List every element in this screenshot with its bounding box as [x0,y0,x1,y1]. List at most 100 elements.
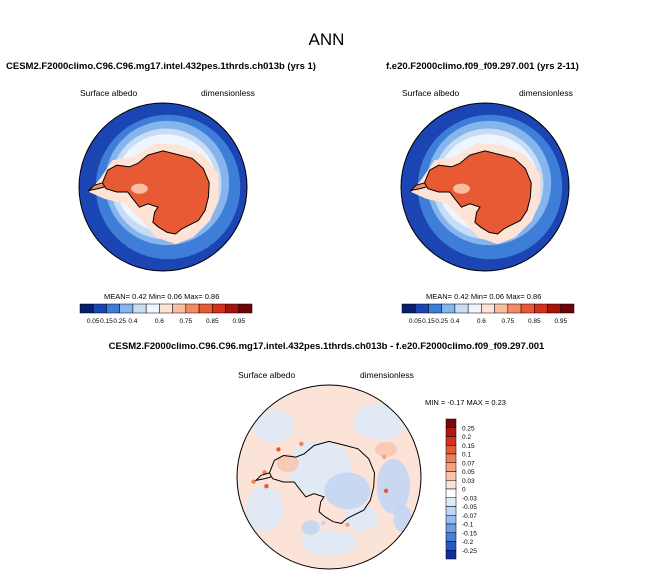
colorbar-swatch [494,303,509,314]
map-border [400,102,570,272]
panel3-stats: MIN = -0.17 MAX = 0.23 [425,398,506,407]
colorbar-tick-label: 0.15 [100,318,113,325]
colorbar-tick-label: 0.05 [462,469,475,476]
diff-hotspot [276,447,281,452]
colorbar-tick-label: 0.25 [435,318,448,325]
colorbar-swatch [185,303,200,314]
diff-patch [375,442,398,457]
colorbar-swatch [212,303,226,314]
colorbar-swatch [507,303,522,314]
panel1-title: CESM2.F2000climo.C96.C96.mg17.intel.432p… [6,61,316,72]
colorbar-tick-label: 0.95 [232,318,245,325]
panel1-left-label: Surface albedo [80,88,138,98]
figure-title: ANN [308,30,345,49]
panel2-colorbar: 0.05 0.15 0.25 0.4 0.6 0.75 0.85 0.95 [401,303,575,325]
colorbar-swatch [445,515,457,525]
colorbar-tick-label: 0 [462,487,466,494]
colorbar-swatch [445,462,457,472]
panel3-right-label: dimensionless [360,370,414,380]
colorbar-swatch [445,471,457,481]
colorbar-tick-label: 0.25 [113,318,126,325]
peninsula-coastline [254,472,272,482]
colorbar-tick-label: -0.05 [462,504,477,511]
colorbar-swatch [159,303,173,314]
colorbar-swatch [445,541,457,551]
panel3-colorbar: 0.25 0.2 0.15 0.10.07 0.05 0.03 0-0.03 -0.05 -0.… [445,418,477,560]
diff-patch [393,504,412,533]
diff-hotspot [382,454,387,459]
colorbar-swatch [454,303,469,314]
colorbar-swatch [560,303,575,314]
panel1-colorbar: 0.05 0.15 0.25 0.4 0.6 0.75 0.85 0.95 [79,303,253,325]
colorbar-tick-label: 0.05 [87,318,100,325]
panel1-stats: MEAN= 0.42 Min= 0.06 Max= 0.86 [104,292,219,301]
colorbar-swatch [445,523,457,533]
colorbar-tick-label: 0.85 [206,318,219,325]
diff-hotspot [264,484,269,489]
ice-shelf-patch [453,183,470,194]
map-border [78,102,248,272]
panel1-mean-value: 0.42 [132,292,147,301]
colorbar-swatch [445,506,457,516]
colorbar-tick-label: 0.15 [422,318,435,325]
panel2-max-label: Max= [506,292,525,301]
colorbar-tick-label: 0.4 [450,318,459,325]
map-field [237,385,421,569]
panel2-max-value: 0.86 [526,292,542,301]
panel3-title: CESM2.F2000climo.C96.C96.mg17.intel.432p… [108,341,545,352]
diff-patch [301,530,357,557]
panel2-min-value: 0.06 [489,292,505,301]
coastline [268,440,376,524]
panel3-max-value: 0.23 [491,398,506,407]
panel2-stats: MEAN= 0.42 Min= 0.06 Max= 0.86 [426,292,541,301]
colorbar-swatch [534,303,548,314]
colorbar-swatch [445,550,457,560]
colorbar-swatch [445,427,457,437]
colorbar-tick-label: -0.03 [462,495,477,502]
panel3-max-label: MAX = [466,398,490,407]
peninsula-coastline [409,182,427,192]
colorbar-tick-label: 0.1 [462,452,471,459]
colorbar-swatch [119,303,134,314]
diff-patch [353,403,406,441]
panel3-min-label: MIN = [425,398,446,407]
diff-hotspot [321,520,326,526]
colorbar-swatch [172,303,187,314]
colorbar-tick-label: 0.4 [128,318,137,325]
colorbar-tick-label: -0.25 [462,548,477,555]
panel1-polar-map [78,102,248,272]
colorbar-swatch [238,303,253,314]
antarctica-field [424,150,532,234]
colorbar-swatch [428,303,442,314]
panel1-min-value: 0.06 [167,292,183,301]
colorbar-tick-label: -0.1 [462,522,474,529]
panel2-right-label: dimensionless [519,88,573,98]
peninsula-field [89,182,105,191]
colorbar-swatch [445,488,457,498]
peninsula-coastline [87,182,105,192]
panel3-difference-map [236,384,422,570]
colorbar-swatch [414,303,429,314]
panel1-min-label: Min= [148,292,166,301]
peninsula-field [411,182,427,191]
panel1-mean-label: MEAN= [104,292,131,301]
colorbar-swatch [401,303,416,314]
panel2-title: f.e20.F2000climo.f09_f09.297.001 (yrs 2-… [386,61,579,72]
colorbar-swatch [445,453,457,463]
colorbar-swatch [106,303,120,314]
antarctica-field [102,150,210,234]
panel3-min-value: -0.17 [447,398,465,407]
colorbar-tick-label: -0.2 [462,539,474,546]
diff-hotspot [251,479,256,484]
colorbar-swatch [520,303,535,314]
colorbar-swatch [445,532,457,542]
panel1-max-value: 0.86 [204,292,220,301]
colorbar-swatch [445,418,457,428]
diff-patch [376,458,410,514]
panel2-left-label: Surface albedo [402,88,460,98]
colorbar-swatch [481,303,495,314]
diff-patch [324,472,371,510]
panel1-right-label: dimensionless [201,88,255,98]
colorbar-tick-label: 0.75 [180,318,193,325]
panel3-left-label: Surface albedo [238,370,296,380]
